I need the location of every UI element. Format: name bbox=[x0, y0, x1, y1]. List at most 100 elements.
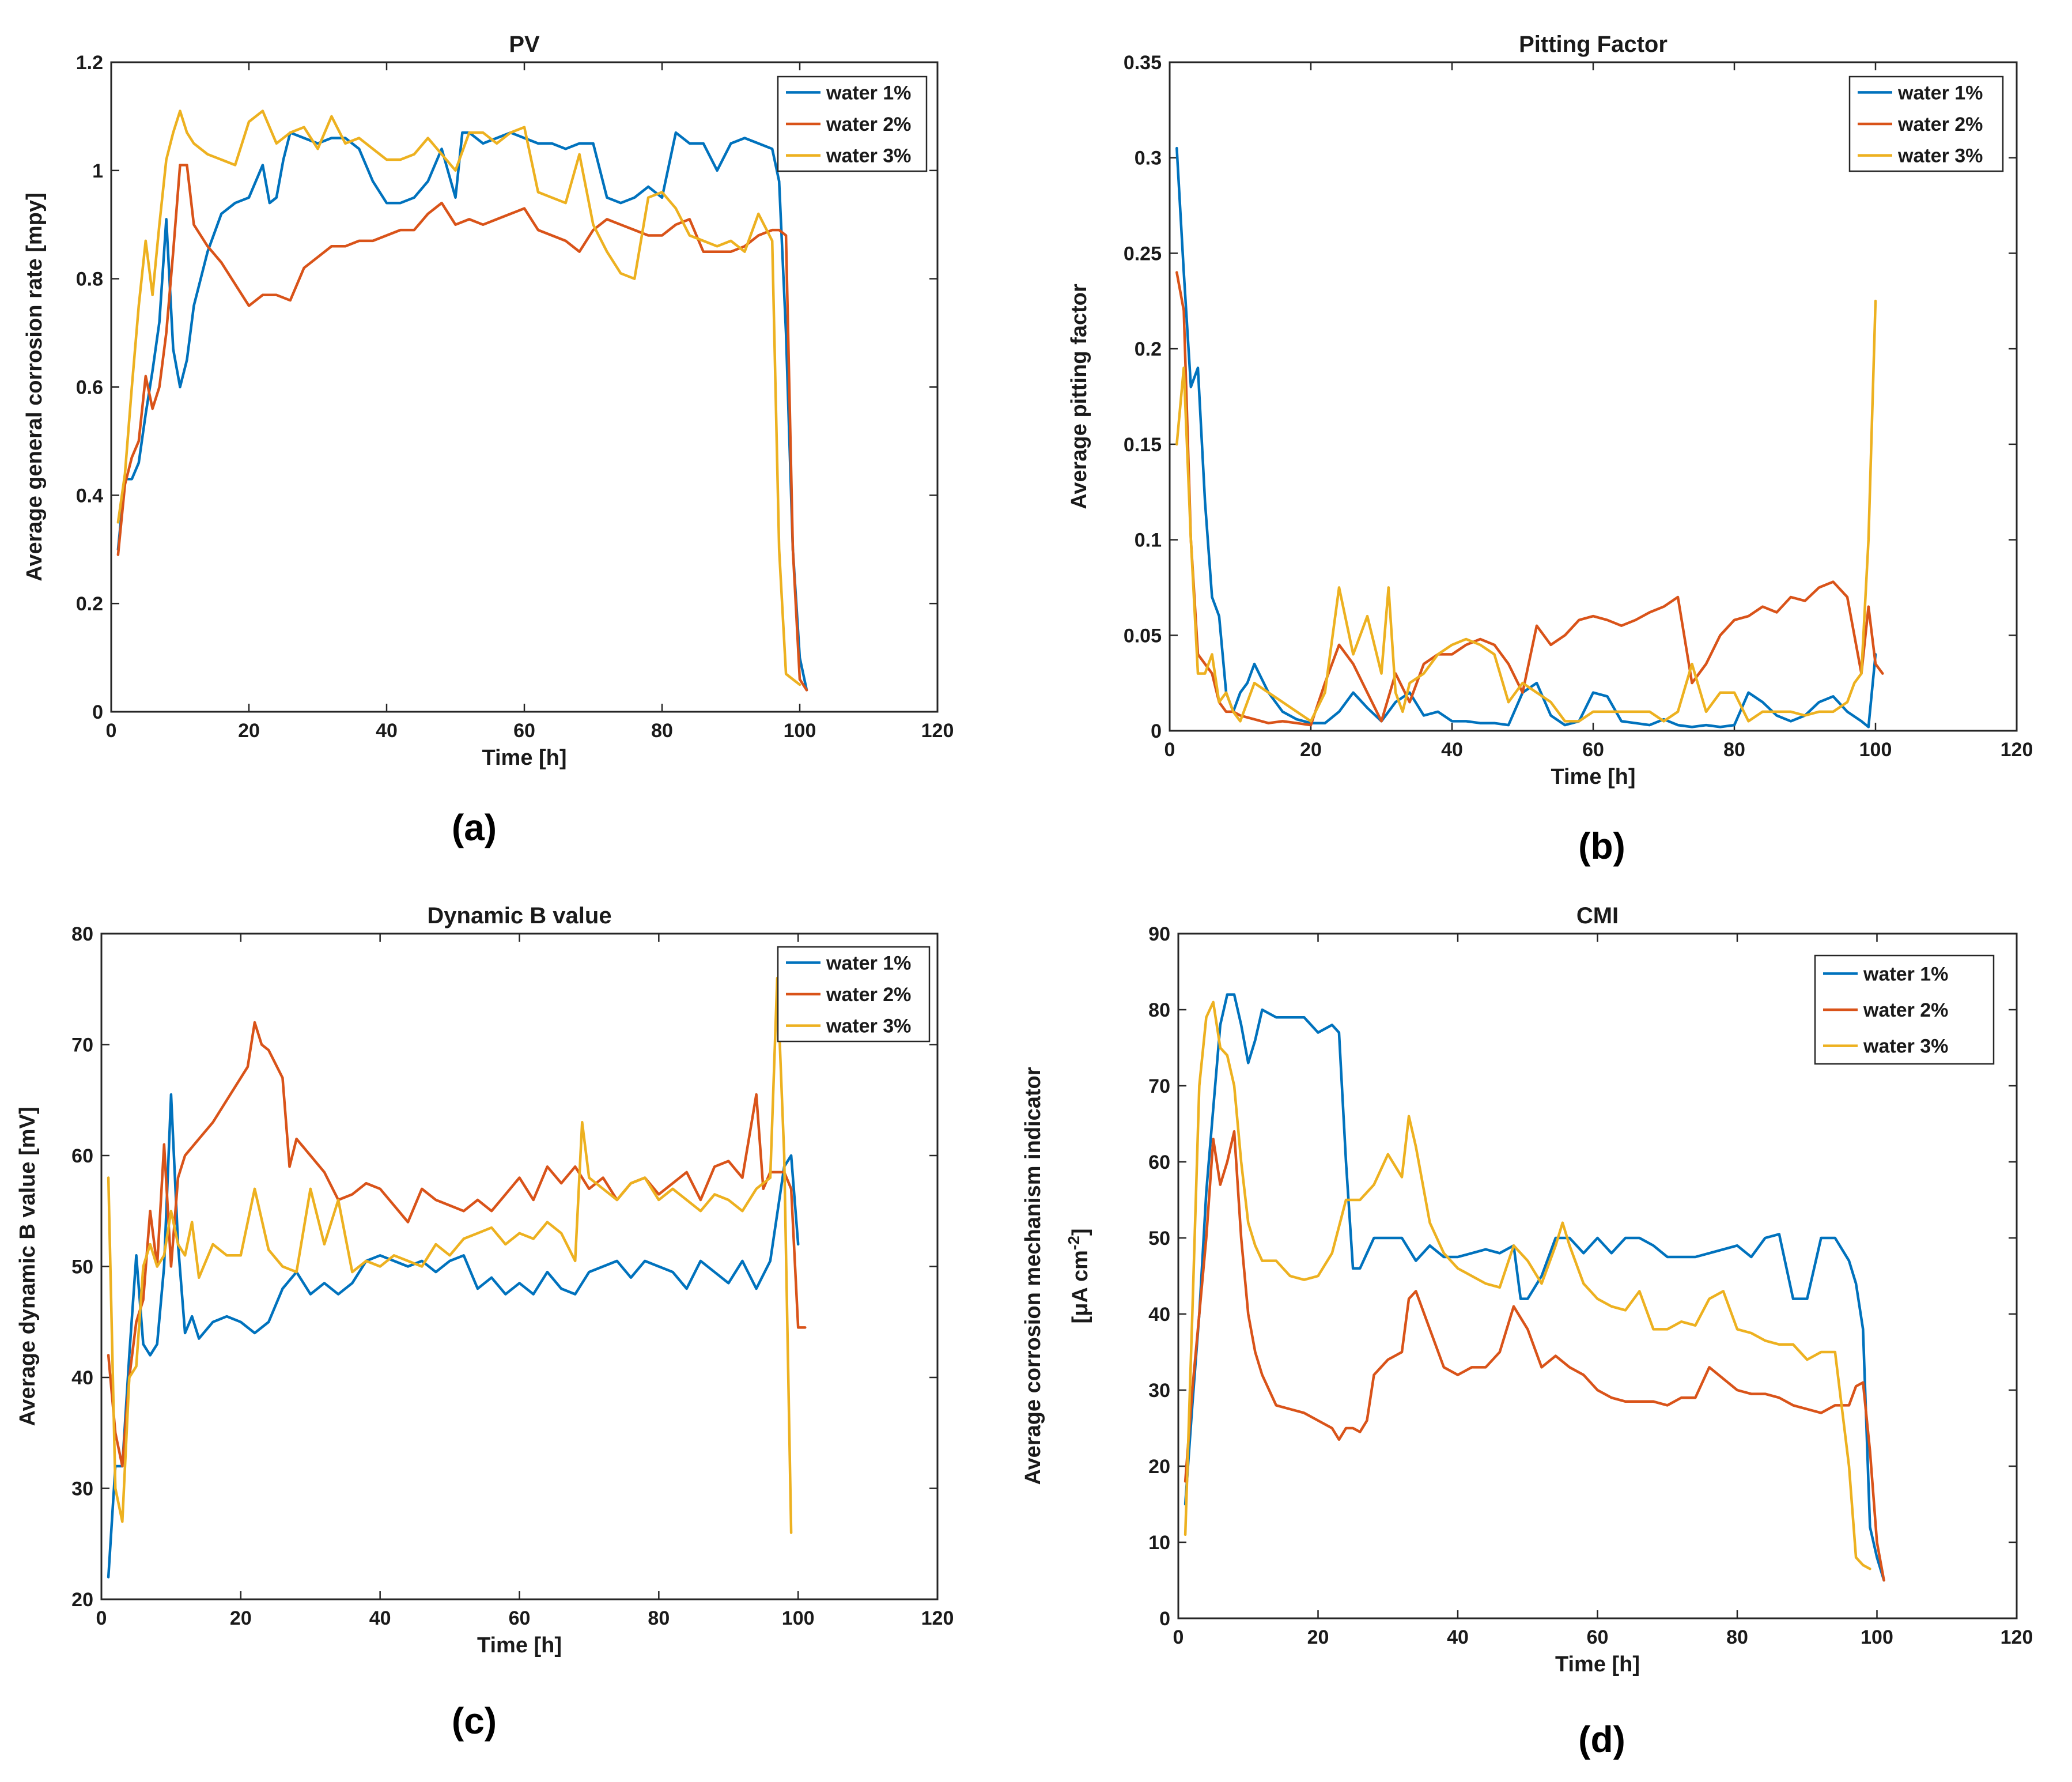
y-tick-label: 0 bbox=[92, 701, 103, 723]
y-axis-unit-exponent: -2 bbox=[1065, 1236, 1083, 1250]
y-tick-label: 0 bbox=[1151, 720, 1162, 742]
panel-b: (b) Pitting Factor 0 20 40 60 80 100 120 0 0.05 0.… bbox=[1067, 32, 2033, 867]
y-tick-label: 1 bbox=[92, 160, 103, 182]
legend-label: water 2% bbox=[826, 984, 911, 1006]
y-tick-label: 0.25 bbox=[1124, 243, 1162, 265]
y-tick-label: 1.2 bbox=[76, 52, 103, 74]
y-tick-label: 60 bbox=[1148, 1151, 1170, 1173]
x-tick-label: 60 bbox=[509, 1607, 531, 1629]
x-tick-label: 80 bbox=[1726, 1626, 1748, 1648]
plot-frame bbox=[100, 932, 939, 1600]
caption-b: (b) bbox=[1578, 825, 1625, 867]
x-tick-label: 100 bbox=[1859, 739, 1892, 761]
series-line-water-2- bbox=[116, 164, 808, 692]
legend-label: water 3% bbox=[1897, 145, 1983, 167]
x-tick-label: 40 bbox=[376, 720, 398, 742]
legend-label: water 3% bbox=[826, 145, 911, 167]
x-tick-label: 20 bbox=[1307, 1626, 1329, 1648]
series-line-water-1- bbox=[116, 131, 808, 692]
y-tick-label: 80 bbox=[1148, 999, 1170, 1021]
y-tick-label: 30 bbox=[1148, 1380, 1170, 1402]
series-line-water-3- bbox=[107, 976, 793, 1534]
x-tick-label: 0 bbox=[106, 720, 117, 742]
chart-title: Dynamic B value bbox=[427, 903, 611, 928]
x-tick-label: 120 bbox=[2001, 739, 2033, 761]
x-tick-label: 80 bbox=[648, 1607, 670, 1629]
x-tick-label: 0 bbox=[1164, 739, 1175, 761]
legend-label: water 2% bbox=[1863, 999, 1948, 1021]
legend-label: water 1% bbox=[826, 82, 911, 104]
y-axis-label: Average pitting factor bbox=[1067, 284, 1091, 509]
x-tick-label: 0 bbox=[96, 1607, 107, 1629]
legend-label: water 2% bbox=[826, 114, 911, 135]
legend-label: water 3% bbox=[826, 1015, 911, 1037]
x-tick-label: 100 bbox=[1861, 1626, 1893, 1648]
legend-label: water 3% bbox=[1863, 1036, 1948, 1058]
y-tick-label: 0.4 bbox=[76, 485, 103, 507]
x-tick-label: 40 bbox=[1447, 1626, 1469, 1648]
x-axis-label: Time [h] bbox=[482, 746, 566, 770]
x-axis-label: Time [h] bbox=[1555, 1652, 1640, 1677]
caption-c: (c) bbox=[452, 1700, 497, 1742]
series-line-water-3- bbox=[1175, 300, 1877, 723]
panel-a: (a) PV 0 20 40 60 80 100 120 0 0.2 0.4 0.6 0.8 1 1.2 Ti… bbox=[22, 32, 954, 848]
legend-label: water 1% bbox=[826, 952, 911, 974]
legend-label: water 1% bbox=[1863, 963, 1948, 985]
y-tick-label: 50 bbox=[1148, 1228, 1170, 1249]
y-tick-label: 0.15 bbox=[1124, 434, 1162, 456]
series-line-water-3- bbox=[116, 110, 801, 686]
series-line-water-2- bbox=[1175, 271, 1884, 727]
chart-title: CMI bbox=[1576, 903, 1619, 928]
caption-a: (a) bbox=[452, 807, 497, 848]
x-tick-label: 0 bbox=[1173, 1626, 1184, 1648]
y-tick-label: 60 bbox=[71, 1145, 93, 1167]
caption-d: (d) bbox=[1578, 1719, 1625, 1760]
y-tick-label: 70 bbox=[71, 1035, 93, 1056]
y-tick-label: 0.05 bbox=[1124, 625, 1162, 647]
legend-label: water 1% bbox=[1897, 82, 1983, 104]
y-tick-label: 50 bbox=[71, 1256, 93, 1278]
y-tick-label: 30 bbox=[71, 1478, 93, 1500]
chart-title: Pitting Factor bbox=[1519, 32, 1668, 57]
y-tick-label: 70 bbox=[1148, 1075, 1170, 1097]
y-axis-label: Average corrosion mechanism indicator bbox=[1021, 1067, 1045, 1485]
y-tick-label: 0 bbox=[1159, 1608, 1170, 1630]
x-tick-label: 120 bbox=[921, 1607, 954, 1629]
y-tick-label: 20 bbox=[1148, 1456, 1170, 1478]
y-tick-label: 0.8 bbox=[76, 269, 103, 290]
series-line-water-3- bbox=[1184, 1001, 1871, 1570]
panel-d: (d) CMI 0 20 40 60 80 100 120 0 10 20 30 40 50 60 70 80 9… bbox=[1021, 903, 2033, 1760]
x-tick-label: 100 bbox=[784, 720, 816, 742]
series-line-water-1- bbox=[1184, 993, 1885, 1582]
y-axis-label: Average dynamic B value [mV] bbox=[16, 1107, 40, 1426]
x-tick-label: 120 bbox=[921, 720, 954, 742]
y-axis-unit: [μA cm-2] bbox=[1065, 1229, 1092, 1324]
y-tick-label: 0.2 bbox=[1135, 338, 1162, 360]
y-tick-label: 40 bbox=[71, 1367, 93, 1389]
y-axis-unit-main: [μA cm bbox=[1068, 1250, 1092, 1323]
series-line-water-2- bbox=[1184, 1130, 1885, 1582]
chart-title: PV bbox=[509, 32, 540, 57]
y-tick-label: 0.2 bbox=[76, 593, 103, 615]
y-axis-label: Average general corrosion rate [mpy] bbox=[22, 192, 47, 581]
x-axis-label: Time [h] bbox=[477, 1633, 562, 1658]
x-axis-label: Time [h] bbox=[1551, 765, 1635, 789]
y-tick-label: 90 bbox=[1148, 923, 1170, 945]
x-tick-label: 60 bbox=[513, 720, 535, 742]
y-tick-label: 10 bbox=[1148, 1532, 1170, 1554]
x-tick-label: 40 bbox=[369, 1607, 391, 1629]
y-tick-label: 40 bbox=[1148, 1304, 1170, 1326]
series-line-water-2- bbox=[107, 1021, 807, 1468]
x-tick-label: 80 bbox=[651, 720, 673, 742]
x-tick-label: 120 bbox=[2001, 1626, 2033, 1648]
x-tick-label: 60 bbox=[1582, 739, 1604, 761]
y-tick-label: 80 bbox=[71, 923, 93, 945]
x-tick-label: 20 bbox=[230, 1607, 252, 1629]
y-tick-label: 0.1 bbox=[1135, 530, 1162, 552]
y-tick-label: 20 bbox=[71, 1589, 93, 1611]
legend-label: water 2% bbox=[1897, 114, 1983, 135]
x-tick-label: 20 bbox=[1300, 739, 1322, 761]
series-line-water-1- bbox=[1175, 146, 1877, 728]
